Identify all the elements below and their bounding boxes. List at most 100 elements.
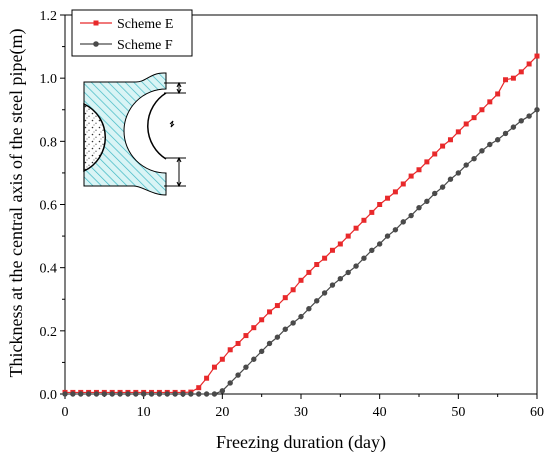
data-point-scheme-f: [117, 391, 123, 397]
data-point-scheme-e: [416, 167, 422, 173]
data-point-scheme-f: [156, 391, 163, 397]
data-point-scheme-e: [455, 129, 461, 135]
data-point-scheme-f: [164, 391, 170, 397]
data-point-scheme-e: [219, 356, 225, 362]
data-point-scheme-f: [447, 176, 454, 182]
data-point-scheme-e: [447, 137, 453, 143]
data-point-scheme-e: [369, 209, 375, 215]
data-point-scheme-e: [534, 53, 540, 59]
data-point-scheme-e: [282, 295, 288, 301]
data-point-scheme-f: [463, 162, 469, 168]
data-point-scheme-f: [400, 219, 406, 225]
data-point-scheme-e: [259, 317, 265, 323]
data-point-scheme-f: [408, 212, 414, 219]
data-point-scheme-e: [353, 225, 359, 231]
data-point-scheme-e: [385, 195, 391, 201]
x-tick-label: 60: [530, 405, 544, 420]
y-tick-label: 1.0: [40, 72, 58, 87]
data-point-scheme-f: [534, 107, 540, 113]
data-point-scheme-e: [290, 287, 296, 293]
legend-box: [71, 9, 193, 57]
data-point-scheme-f: [85, 391, 92, 397]
data-point-scheme-e: [487, 99, 493, 105]
data-point-scheme-f: [227, 380, 233, 386]
dimension-lines: [164, 81, 186, 188]
data-point-scheme-f: [109, 391, 115, 397]
legend-entry-scheme-f: Scheme F: [80, 38, 173, 53]
data-point-scheme-e: [314, 262, 320, 268]
x-tick-label: 20: [215, 405, 229, 420]
concrete-pipe-left: [83, 102, 106, 173]
frozen-soil-region: [83, 72, 167, 196]
legend-marker-scheme-e: [93, 20, 99, 26]
data-point-scheme-f: [376, 241, 383, 247]
data-point-scheme-f: [479, 148, 485, 154]
data-point-scheme-f: [62, 391, 68, 397]
data-point-scheme-f: [188, 391, 194, 397]
x-tick-label: 30: [294, 405, 308, 420]
data-point-scheme-f: [518, 118, 524, 124]
data-point-scheme-e: [337, 241, 343, 247]
data-point-scheme-f: [172, 391, 178, 397]
data-point-scheme-f: [125, 391, 131, 397]
data-point-scheme-e: [479, 107, 485, 113]
data-point-scheme-e: [440, 143, 446, 149]
data-point-scheme-f: [148, 391, 155, 397]
data-point-scheme-e: [306, 269, 312, 275]
data-point-scheme-f: [337, 276, 344, 282]
data-point-scheme-f: [432, 190, 438, 197]
data-point-scheme-e: [424, 159, 430, 165]
data-point-scheme-f: [345, 269, 351, 276]
data-point-scheme-f: [502, 130, 509, 137]
data-point-scheme-f: [306, 306, 312, 312]
data-point-scheme-f: [384, 233, 391, 239]
data-point-scheme-f: [258, 348, 265, 355]
legend-entry-scheme-e: Scheme E: [80, 17, 173, 32]
data-point-scheme-f: [70, 391, 76, 397]
data-point-scheme-e: [392, 189, 398, 195]
y-tick-label: 0.4: [40, 262, 58, 277]
y-axis-title: Thickness at the central axis of the ste…: [6, 29, 27, 378]
data-point-scheme-f: [101, 391, 108, 397]
data-point-scheme-e: [377, 202, 383, 207]
y-tick-label: 0.6: [40, 199, 58, 214]
data-point-scheme-e: [196, 385, 202, 391]
legend-label-scheme-e: Scheme E: [117, 17, 173, 32]
data-point-scheme-f: [416, 204, 422, 211]
data-point-scheme-e: [408, 173, 414, 179]
y-tick-label: 0.8: [40, 135, 58, 150]
data-point-scheme-e: [235, 340, 241, 346]
data-point-scheme-e: [495, 91, 501, 97]
y-tick-label: 1.2: [40, 9, 58, 24]
data-point-scheme-f: [180, 391, 186, 397]
y-tick-label: 0.0: [40, 388, 58, 403]
break-mark: [169, 120, 175, 128]
legend-label-scheme-f: Scheme F: [117, 38, 173, 53]
hollow-pipe-right: [147, 92, 167, 160]
data-point-scheme-e: [267, 309, 273, 315]
x-axis-title: Freezing duration (day): [216, 432, 386, 453]
data-point-scheme-f: [290, 320, 296, 326]
data-point-scheme-f: [203, 391, 210, 397]
data-point-scheme-f: [282, 326, 288, 332]
data-point-scheme-e: [251, 325, 257, 331]
data-point-scheme-f: [235, 372, 241, 378]
pipe-cross-section-diagram: [83, 72, 186, 196]
x-tick-label: 50: [451, 405, 465, 420]
data-point-scheme-f: [298, 313, 304, 320]
data-point-scheme-f: [424, 198, 430, 205]
data-point-scheme-e: [518, 69, 524, 75]
data-point-scheme-e: [400, 181, 406, 187]
data-point-scheme-e: [227, 347, 233, 353]
data-point-scheme-f: [353, 263, 359, 269]
data-point-scheme-f: [439, 184, 446, 190]
data-point-scheme-f: [266, 340, 273, 347]
y-tick-label: 0.2: [40, 325, 58, 340]
data-point-scheme-f: [93, 391, 100, 397]
data-point-scheme-f: [140, 391, 147, 397]
series-line-scheme-f: [65, 109, 538, 395]
chart-legend: Scheme E Scheme F: [71, 9, 193, 57]
data-point-scheme-f: [361, 255, 367, 261]
